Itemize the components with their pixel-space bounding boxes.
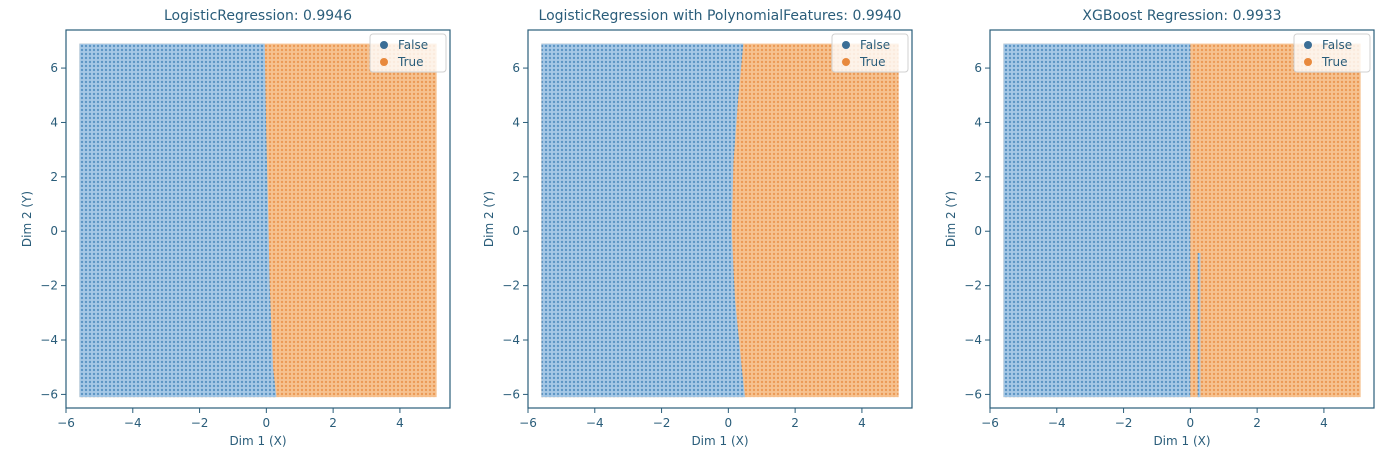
legend-label-false: False bbox=[1322, 38, 1352, 52]
y-tick-label: 6 bbox=[50, 61, 58, 75]
y-tick-label: −4 bbox=[964, 333, 982, 347]
series-false-region bbox=[79, 43, 277, 398]
y-tick-label: 4 bbox=[50, 115, 58, 129]
legend-label-true: True bbox=[397, 55, 424, 69]
y-tick-label: 0 bbox=[974, 224, 982, 238]
x-tick-label: 0 bbox=[725, 416, 733, 430]
x-tick-label: −2 bbox=[653, 416, 671, 430]
chart-title: LogisticRegression with PolynomialFeatur… bbox=[539, 8, 902, 24]
legend-box bbox=[369, 33, 447, 73]
x-tick-label: 0 bbox=[263, 416, 271, 430]
x-tick-label: 0 bbox=[1187, 416, 1195, 430]
y-axis-label: Dim 2 (Y) bbox=[482, 191, 496, 247]
legend: False True bbox=[831, 33, 909, 73]
legend-label-true: True bbox=[859, 55, 886, 69]
x-tick-label: 4 bbox=[858, 416, 866, 430]
subplot-1: −6 −4 −2 0 2 4 −6 −4 −2 0 2 4 6 LogisticRegression: 0… bbox=[20, 8, 451, 448]
y-tick-label: −2 bbox=[964, 279, 982, 293]
y-tick-label: −6 bbox=[502, 387, 520, 401]
series-false-region bbox=[541, 43, 745, 398]
x-tick-label: −6 bbox=[981, 416, 999, 430]
y-tick-label: 6 bbox=[512, 61, 520, 75]
legend-label-false: False bbox=[398, 38, 428, 52]
legend-box bbox=[1293, 33, 1371, 73]
x-tick-label: −2 bbox=[191, 416, 209, 430]
legend-marker-false bbox=[842, 41, 850, 49]
y-tick-label: 0 bbox=[512, 224, 520, 238]
y-tick-label: 2 bbox=[512, 170, 520, 184]
x-tick-label: −4 bbox=[586, 416, 604, 430]
chart-title: LogisticRegression: 0.9946 bbox=[164, 8, 352, 24]
y-tick-label: −2 bbox=[40, 279, 58, 293]
x-tick-label: −6 bbox=[519, 416, 537, 430]
legend-marker-true bbox=[842, 58, 850, 66]
x-axis-label: Dim 1 (X) bbox=[229, 434, 286, 448]
y-tick-label: −4 bbox=[502, 333, 520, 347]
axes-frame bbox=[527, 29, 913, 409]
x-axis-label: Dim 1 (X) bbox=[1153, 434, 1210, 448]
legend: False True bbox=[369, 33, 447, 73]
y-tick-label: 2 bbox=[974, 170, 982, 184]
axes-frame bbox=[65, 29, 451, 409]
legend-marker-false bbox=[380, 41, 388, 49]
y-tick-label: 4 bbox=[512, 115, 520, 129]
series-false-stripe-1 bbox=[1197, 252, 1201, 398]
y-tick-label: 2 bbox=[50, 170, 58, 184]
y-tick-label: −2 bbox=[502, 279, 520, 293]
legend-box bbox=[831, 33, 909, 73]
x-axis-label: Dim 1 (X) bbox=[691, 434, 748, 448]
y-tick-label: 0 bbox=[50, 224, 58, 238]
x-tick-label: −4 bbox=[1048, 416, 1066, 430]
x-tick-label: 2 bbox=[791, 416, 799, 430]
legend-marker-true bbox=[380, 58, 388, 66]
legend: False True bbox=[1293, 33, 1371, 73]
y-tick-label: −6 bbox=[40, 387, 58, 401]
x-tick-label: −2 bbox=[1115, 416, 1133, 430]
chart-title: XGBoost Regression: 0.9933 bbox=[1082, 8, 1281, 24]
y-tick-label: 4 bbox=[974, 115, 982, 129]
y-axis-label: Dim 2 (Y) bbox=[944, 191, 958, 247]
y-tick-label: −6 bbox=[964, 387, 982, 401]
x-tick-label: −6 bbox=[57, 416, 75, 430]
legend-label-false: False bbox=[860, 38, 890, 52]
legend-marker-false bbox=[1304, 41, 1312, 49]
y-axis-label: Dim 2 (Y) bbox=[20, 191, 34, 247]
series-false-region bbox=[1003, 43, 1191, 398]
x-tick-label: 4 bbox=[1320, 416, 1328, 430]
subplot-2: −6 −4 −2 0 2 4 −6 −4 −2 0 2 4 6 LogisticRegression wi… bbox=[482, 8, 913, 448]
subplot-3: −6 −4 −2 0 2 4 −6 −4 −2 0 2 4 6 XGBoost Regression: 0… bbox=[944, 8, 1375, 448]
axes-frame bbox=[989, 29, 1375, 409]
x-tick-label: 2 bbox=[329, 416, 337, 430]
x-tick-label: 2 bbox=[1253, 416, 1261, 430]
x-tick-label: 4 bbox=[396, 416, 404, 430]
legend-label-true: True bbox=[1321, 55, 1348, 69]
y-tick-label: −4 bbox=[40, 333, 58, 347]
legend-marker-true bbox=[1304, 58, 1312, 66]
y-tick-label: 6 bbox=[974, 61, 982, 75]
x-tick-label: −4 bbox=[124, 416, 142, 430]
